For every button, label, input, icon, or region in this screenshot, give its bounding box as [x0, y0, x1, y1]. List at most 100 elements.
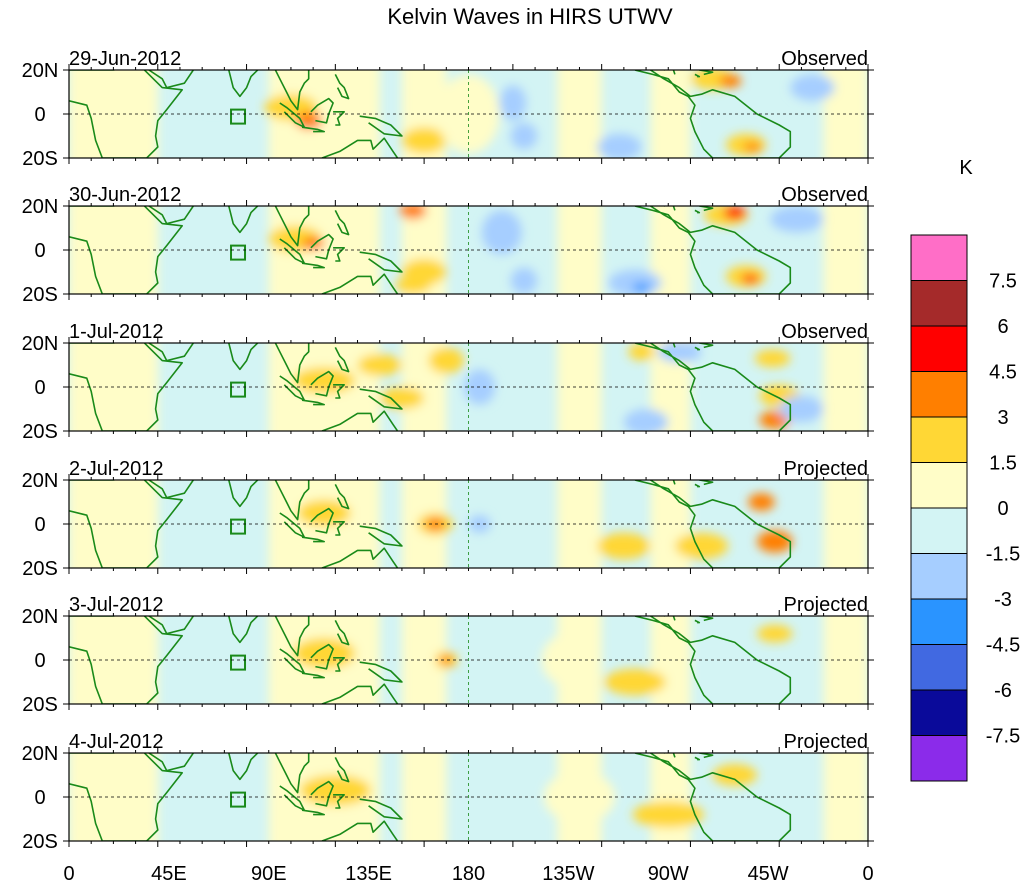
- coastline: [274, 206, 310, 247]
- coastlines: [69, 480, 792, 568]
- coastline: [699, 616, 714, 622]
- colorbar-label: 0: [997, 498, 1008, 520]
- anomaly-blob: [395, 276, 431, 294]
- lat-label: 20S: [22, 284, 58, 306]
- coastline: [148, 616, 194, 635]
- coastline: [694, 756, 701, 761]
- coastline: [310, 643, 334, 670]
- coastline: [634, 753, 792, 841]
- panel-status: Observed: [781, 321, 868, 343]
- lon-label: 45W: [748, 863, 789, 885]
- anomaly-blob: [632, 283, 651, 292]
- lat-label: 20N: [22, 60, 59, 82]
- map-panel-6: 20N 0 20S 4-Jul-2012 Projected: [22, 731, 874, 853]
- lon-label: 135E: [345, 863, 392, 885]
- coastline: [274, 753, 310, 794]
- coastline: [69, 343, 183, 431]
- anomaly-blob: [510, 122, 538, 150]
- region-box: [230, 108, 247, 125]
- anomaly-blob: [295, 111, 323, 130]
- lat-label: 20N: [22, 606, 59, 628]
- coastline: [226, 480, 259, 508]
- coastline: [694, 346, 701, 351]
- coastline: [301, 126, 325, 133]
- lat-label: 20S: [22, 421, 58, 443]
- lat-label: 20N: [22, 743, 59, 765]
- coastline: [694, 73, 701, 78]
- coastline: [333, 657, 345, 672]
- colorbar-swatch: [910, 735, 968, 782]
- map-panel-5: 20N 0 20S 3-Jul-2012 Projected: [22, 594, 874, 716]
- anomaly-blob: [657, 343, 702, 363]
- anomaly-blob: [428, 347, 465, 374]
- coastline: [226, 70, 259, 98]
- coastline: [663, 70, 676, 75]
- coastline: [310, 370, 334, 397]
- lon-label: 90W: [648, 863, 689, 885]
- lat-label: 0: [34, 514, 45, 536]
- coastline: [69, 616, 183, 704]
- coastline: [634, 206, 792, 294]
- colorbar-label: -1.5: [986, 544, 1020, 566]
- colorbar-swatch: [910, 234, 968, 281]
- coastline: [634, 480, 792, 568]
- coastline: [333, 521, 345, 536]
- anomaly-blob: [379, 387, 425, 409]
- colorbar-swatch: [910, 416, 968, 463]
- coastline: [359, 251, 403, 273]
- colorbar-label: -6: [994, 680, 1012, 702]
- coastline: [274, 343, 310, 384]
- coastline: [321, 820, 399, 841]
- panel-date: 4-Jul-2012: [69, 731, 164, 753]
- coastline: [334, 210, 350, 236]
- coastline: [663, 206, 676, 211]
- anomaly-blob: [770, 206, 824, 233]
- coastline: [634, 343, 792, 431]
- coastline: [274, 70, 310, 111]
- anomaly-blob: [603, 668, 667, 696]
- coastline: [279, 785, 306, 811]
- colorbar-swatch: [910, 280, 968, 327]
- panel-status: Projected: [784, 594, 869, 616]
- anomaly-blob: [299, 775, 371, 806]
- coastlines: [69, 70, 792, 158]
- coastline: [310, 507, 334, 534]
- coastline: [279, 238, 306, 264]
- anomaly-blob: [608, 269, 662, 294]
- coastlines: [69, 753, 792, 841]
- coastline: [359, 388, 403, 410]
- anomaly-blob: [623, 409, 669, 431]
- lat-label: 0: [34, 650, 45, 672]
- coastline: [301, 399, 325, 406]
- coastline: [321, 410, 399, 431]
- coastline: [359, 525, 403, 547]
- lon-label: 180: [452, 863, 485, 885]
- coastline: [634, 616, 792, 704]
- coastline: [301, 809, 325, 816]
- coastline: [321, 137, 399, 158]
- coastline: [279, 102, 306, 128]
- lat-label: 20S: [22, 694, 58, 716]
- lon-label: 0: [862, 863, 873, 885]
- coastline: [148, 70, 194, 89]
- anomaly-blob: [674, 532, 729, 560]
- anomaly-blob: [499, 85, 527, 121]
- panel-date: 30-Jun-2012: [69, 184, 181, 206]
- anomaly-blob: [754, 349, 791, 368]
- lat-label: 0: [34, 104, 45, 126]
- anomaly-blob: [481, 210, 522, 255]
- coastline: [694, 209, 701, 214]
- anomaly-blob: [399, 206, 427, 220]
- anomaly-blob: [401, 127, 447, 154]
- coastline: [334, 757, 350, 783]
- coastline: [699, 480, 714, 486]
- coastline: [279, 375, 306, 401]
- lat-label: 0: [34, 377, 45, 399]
- coastline: [333, 794, 345, 809]
- lat-label: 20S: [22, 831, 58, 853]
- coastline: [321, 683, 399, 704]
- coastline: [699, 206, 714, 212]
- colorbar-swatch: [910, 553, 968, 600]
- anomaly-blob: [748, 493, 775, 511]
- anomaly-blob: [779, 395, 824, 423]
